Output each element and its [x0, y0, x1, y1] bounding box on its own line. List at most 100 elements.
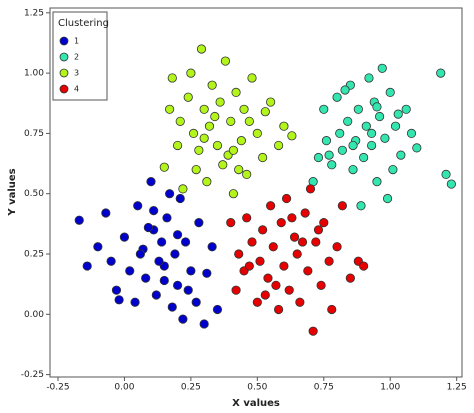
data-point — [287, 213, 297, 223]
data-point — [242, 213, 252, 223]
data-point — [178, 314, 188, 324]
data-point — [231, 87, 241, 98]
data-point — [337, 201, 347, 211]
data-point — [343, 116, 353, 126]
data-point — [167, 302, 177, 312]
y-tick-label: 1.00 — [24, 69, 44, 79]
data-point — [114, 295, 124, 305]
data-point — [74, 215, 84, 225]
legend-marker — [59, 84, 69, 94]
data-point — [300, 208, 310, 218]
data-point — [247, 73, 257, 83]
data-point — [273, 140, 284, 151]
x-tick-label: 0.50 — [247, 383, 267, 393]
data-point — [393, 109, 403, 119]
data-point — [202, 268, 212, 278]
data-point — [210, 111, 220, 122]
data-point — [348, 140, 358, 151]
x-tick-label: 0.00 — [114, 383, 134, 393]
data-point — [183, 285, 193, 295]
data-point — [287, 131, 297, 141]
data-point — [446, 179, 456, 189]
data-point — [149, 205, 159, 216]
data-point — [284, 285, 294, 295]
data-point — [345, 273, 355, 283]
data-point — [194, 218, 204, 228]
data-point — [266, 201, 276, 211]
data-point — [242, 169, 252, 180]
data-point — [255, 256, 265, 266]
data-point — [367, 140, 377, 151]
y-tick-label: 1.25 — [24, 8, 44, 18]
data-point — [335, 128, 345, 139]
data-point — [401, 104, 411, 114]
y-tick-label: 0.50 — [24, 189, 44, 199]
data-point — [260, 107, 270, 117]
data-point — [332, 242, 342, 252]
legend-marker — [59, 36, 69, 46]
data-point — [247, 237, 257, 247]
data-point — [367, 128, 377, 139]
data-point — [252, 128, 262, 139]
data-point — [167, 73, 177, 83]
data-point — [162, 213, 172, 223]
data-point — [204, 121, 215, 131]
data-point — [436, 68, 446, 78]
data-point — [348, 164, 358, 175]
data-point — [93, 242, 103, 252]
data-point — [441, 169, 451, 180]
data-point — [180, 237, 191, 247]
data-point — [382, 193, 393, 204]
data-point — [266, 97, 276, 107]
data-point — [207, 242, 217, 252]
data-point — [157, 237, 167, 247]
data-point — [271, 280, 281, 290]
data-point — [202, 177, 212, 187]
data-point — [372, 177, 382, 187]
data-point — [276, 218, 286, 228]
data-point — [305, 184, 316, 194]
data-point — [289, 232, 300, 242]
data-point — [252, 297, 262, 307]
data-point — [359, 152, 369, 163]
data-point — [258, 225, 268, 235]
data-point — [244, 261, 254, 271]
data-point — [130, 297, 140, 307]
data-point — [172, 230, 183, 240]
data-point — [159, 275, 169, 286]
data-point — [228, 189, 239, 199]
legend-label: 1 — [74, 37, 79, 46]
x-tick-label: 0.75 — [314, 383, 334, 393]
data-point — [154, 256, 164, 266]
data-point — [319, 104, 329, 114]
data-point — [199, 104, 209, 114]
data-point — [372, 102, 382, 112]
legend-marker — [59, 52, 69, 62]
legend-label: 4 — [74, 85, 79, 94]
legend-marker — [59, 68, 69, 78]
data-point — [263, 273, 273, 283]
data-point — [308, 326, 318, 336]
data-point — [220, 56, 231, 66]
data-point — [226, 218, 236, 228]
data-point — [388, 164, 398, 175]
data-point — [377, 63, 387, 73]
data-point — [380, 133, 390, 143]
data-point — [165, 104, 175, 114]
x-tick-label: 0.25 — [181, 383, 201, 393]
data-point — [125, 266, 135, 276]
data-point — [279, 121, 289, 131]
data-point — [212, 304, 223, 315]
data-point — [159, 162, 169, 172]
legend-label: 3 — [74, 69, 79, 78]
data-point — [172, 140, 183, 151]
data-point — [135, 249, 145, 259]
data-point — [106, 256, 116, 266]
data-point — [327, 160, 337, 170]
data-point — [412, 143, 422, 153]
data-point — [199, 319, 209, 329]
data-point — [226, 116, 236, 126]
data-point — [260, 290, 270, 300]
